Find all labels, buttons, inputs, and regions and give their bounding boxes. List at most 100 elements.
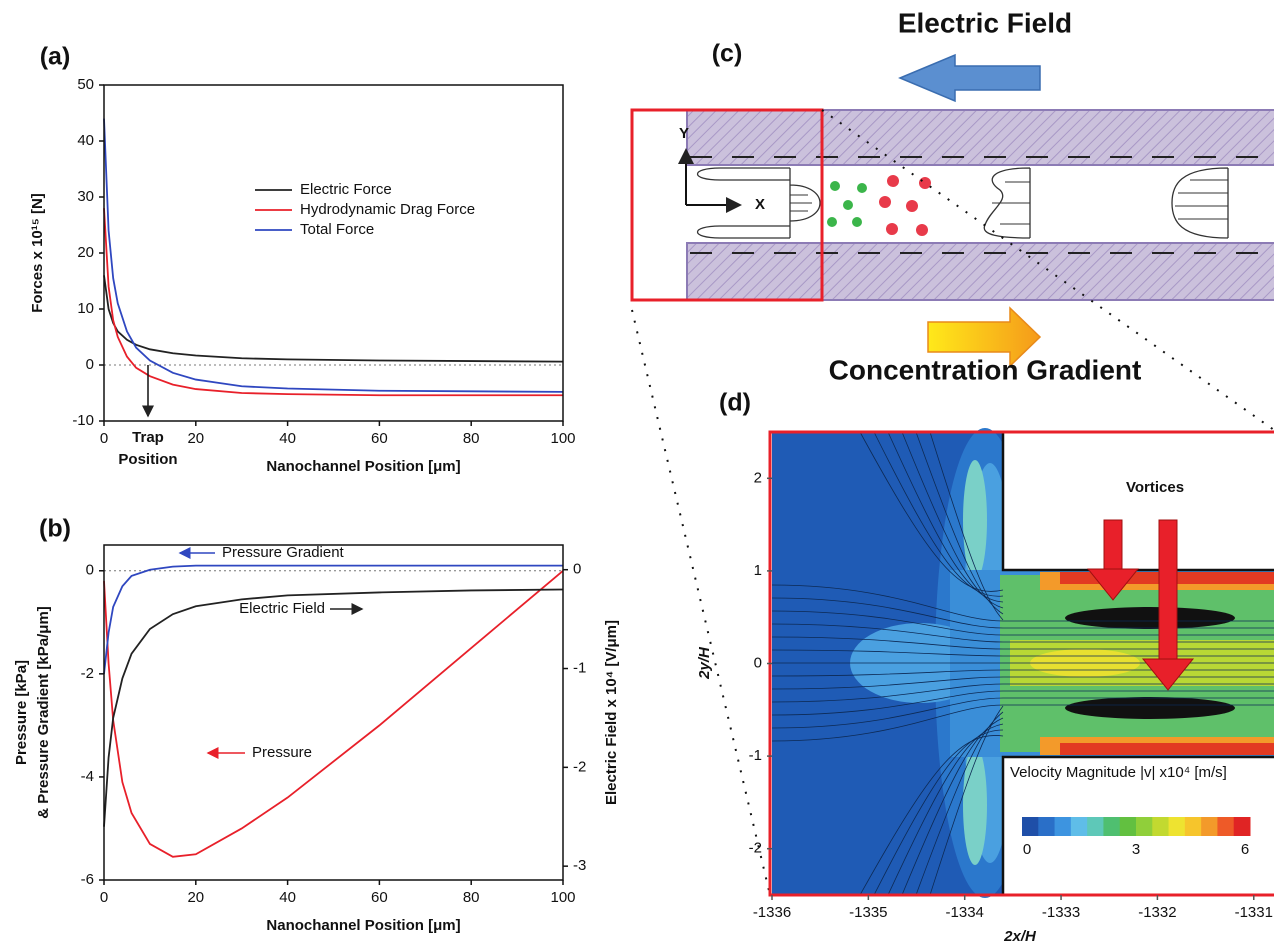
panel-label: (c) [712,40,743,68]
x-tick-label: 80 [463,889,480,906]
axis-name: Y [679,125,689,142]
plot-frame [104,85,563,421]
y-tick-label: 0 [86,562,94,579]
x-axis-label: 2x/H [1003,928,1037,945]
x-tick-label: 20 [187,430,204,447]
series-line [104,275,563,361]
y-tick-label: -4 [81,768,94,785]
series-label: Electric Field [239,600,325,617]
x-tick-label: -1334 [946,904,984,921]
x-tick-label: -1335 [849,904,887,921]
y-axis-label: 2y/H [696,646,713,680]
y2-tick-label: -2 [573,758,586,775]
x-tick-label: 0 [100,889,108,906]
panel-label: (b) [39,515,71,543]
contour-region [1065,607,1235,629]
particles [827,175,931,236]
annotation-line: Trap [132,429,164,446]
colorbar-cell [1152,817,1169,836]
panel-label: (d) [719,389,751,417]
y2-tick-label: -1 [573,659,586,676]
x-tick-label: 20 [187,889,204,906]
y-tick-label: 30 [77,188,94,205]
contour-region [1060,743,1274,755]
velocity-profile [1172,168,1228,238]
colorbar-cell [1120,817,1137,836]
x-axis-label: Nanochannel Position [μm] [266,458,460,475]
y-tick-label: 0 [86,356,94,373]
panel-label: (a) [40,43,71,71]
series-line [104,119,563,392]
vortex-arrow [1104,520,1122,570]
x-tick-label: 0 [100,430,108,447]
colorbar-cell [1055,817,1072,836]
x-tick-label: 40 [279,430,296,447]
x-tick-label: -1331 [1235,904,1273,921]
y-tick-label: -2 [749,840,762,857]
vortex-arrow [1159,520,1177,660]
x-tick-label: 60 [371,889,388,906]
channel-wall [687,243,1274,300]
y-tick-label: -10 [72,412,94,429]
electric-field-arrow [900,55,1040,101]
y-tick-label: 1 [754,562,762,579]
diagram-top-label: Electric Field [898,7,1072,38]
y-tick-label: 10 [77,300,94,317]
y2-tick-label: 0 [573,561,581,578]
y-tick-label: 2 [754,469,762,486]
y-tick-label: -6 [81,871,94,888]
y-tick-label: -2 [81,665,94,682]
colorbar-cell [1201,817,1218,836]
colorbar-cell [1169,817,1186,836]
colorbar-cell [1185,817,1202,836]
series-label: Pressure [252,744,312,761]
y-axis-label: & Pressure Gradient [kPa/μm] [35,606,52,819]
x-tick-label: 100 [550,889,575,906]
colorbar-cell [1038,817,1055,836]
colorbar-cell [1103,817,1120,836]
y-tick-label: 0 [754,654,762,671]
axis-name: X [755,196,765,213]
legend-label: Total Force [300,221,374,238]
annotation: Vortices [1126,479,1184,496]
series-line [104,589,563,826]
legend-label: Electric Force [300,181,392,198]
annotation: Trap Position [118,429,177,468]
y-tick-label: 40 [77,132,94,149]
legend-label: Hydrodynamic Drag Force [300,201,475,218]
colorbar-tick-label: 0 [1023,841,1031,858]
colorbar-cell [1071,817,1088,836]
y2-axis-label: Electric Field x 10⁴ [V/μm] [603,620,620,805]
x-tick-label: -1332 [1138,904,1176,921]
colorbar-tick-label: 6 [1241,841,1249,858]
x-axis-label: Nanochannel Position [μm] [266,917,460,934]
colorbar-cell [1217,817,1234,836]
annotation-line: Position [118,451,177,468]
colorbar-cell [1234,817,1251,836]
plot-frame [104,545,563,880]
y2-tick-label: -3 [573,857,586,874]
x-tick-label: 100 [550,430,575,447]
x-tick-label: -1333 [1042,904,1080,921]
y-tick-label: 50 [77,76,94,93]
series-label: Pressure Gradient [222,544,345,561]
contour-region [1003,432,1274,570]
colorbar-title: Velocity Magnitude |v| x10⁴ [m/s] [1010,764,1227,781]
series-line [104,566,563,674]
colorbar-cell [1087,817,1104,836]
colorbar-cell [1136,817,1153,836]
y-axis-label: Forces x 10¹⁵ [N] [29,193,46,313]
y-tick-label: -1 [749,747,762,764]
x-tick-label: 60 [371,430,388,447]
x-tick-label: -1336 [753,904,791,921]
x-tick-label: 80 [463,430,480,447]
colorbar-tick-label: 3 [1132,841,1140,858]
x-tick-label: 40 [279,889,296,906]
diagram-bottom-label: Concentration Gradient [829,354,1142,385]
contour-region [1065,697,1235,719]
y-axis-label: Pressure [kPa] [13,660,30,765]
figure: Electric Field (c) Y X Concentration Gra… [0,0,1274,945]
y-tick-label: 20 [77,244,94,261]
colorbar-cell [1022,817,1039,836]
